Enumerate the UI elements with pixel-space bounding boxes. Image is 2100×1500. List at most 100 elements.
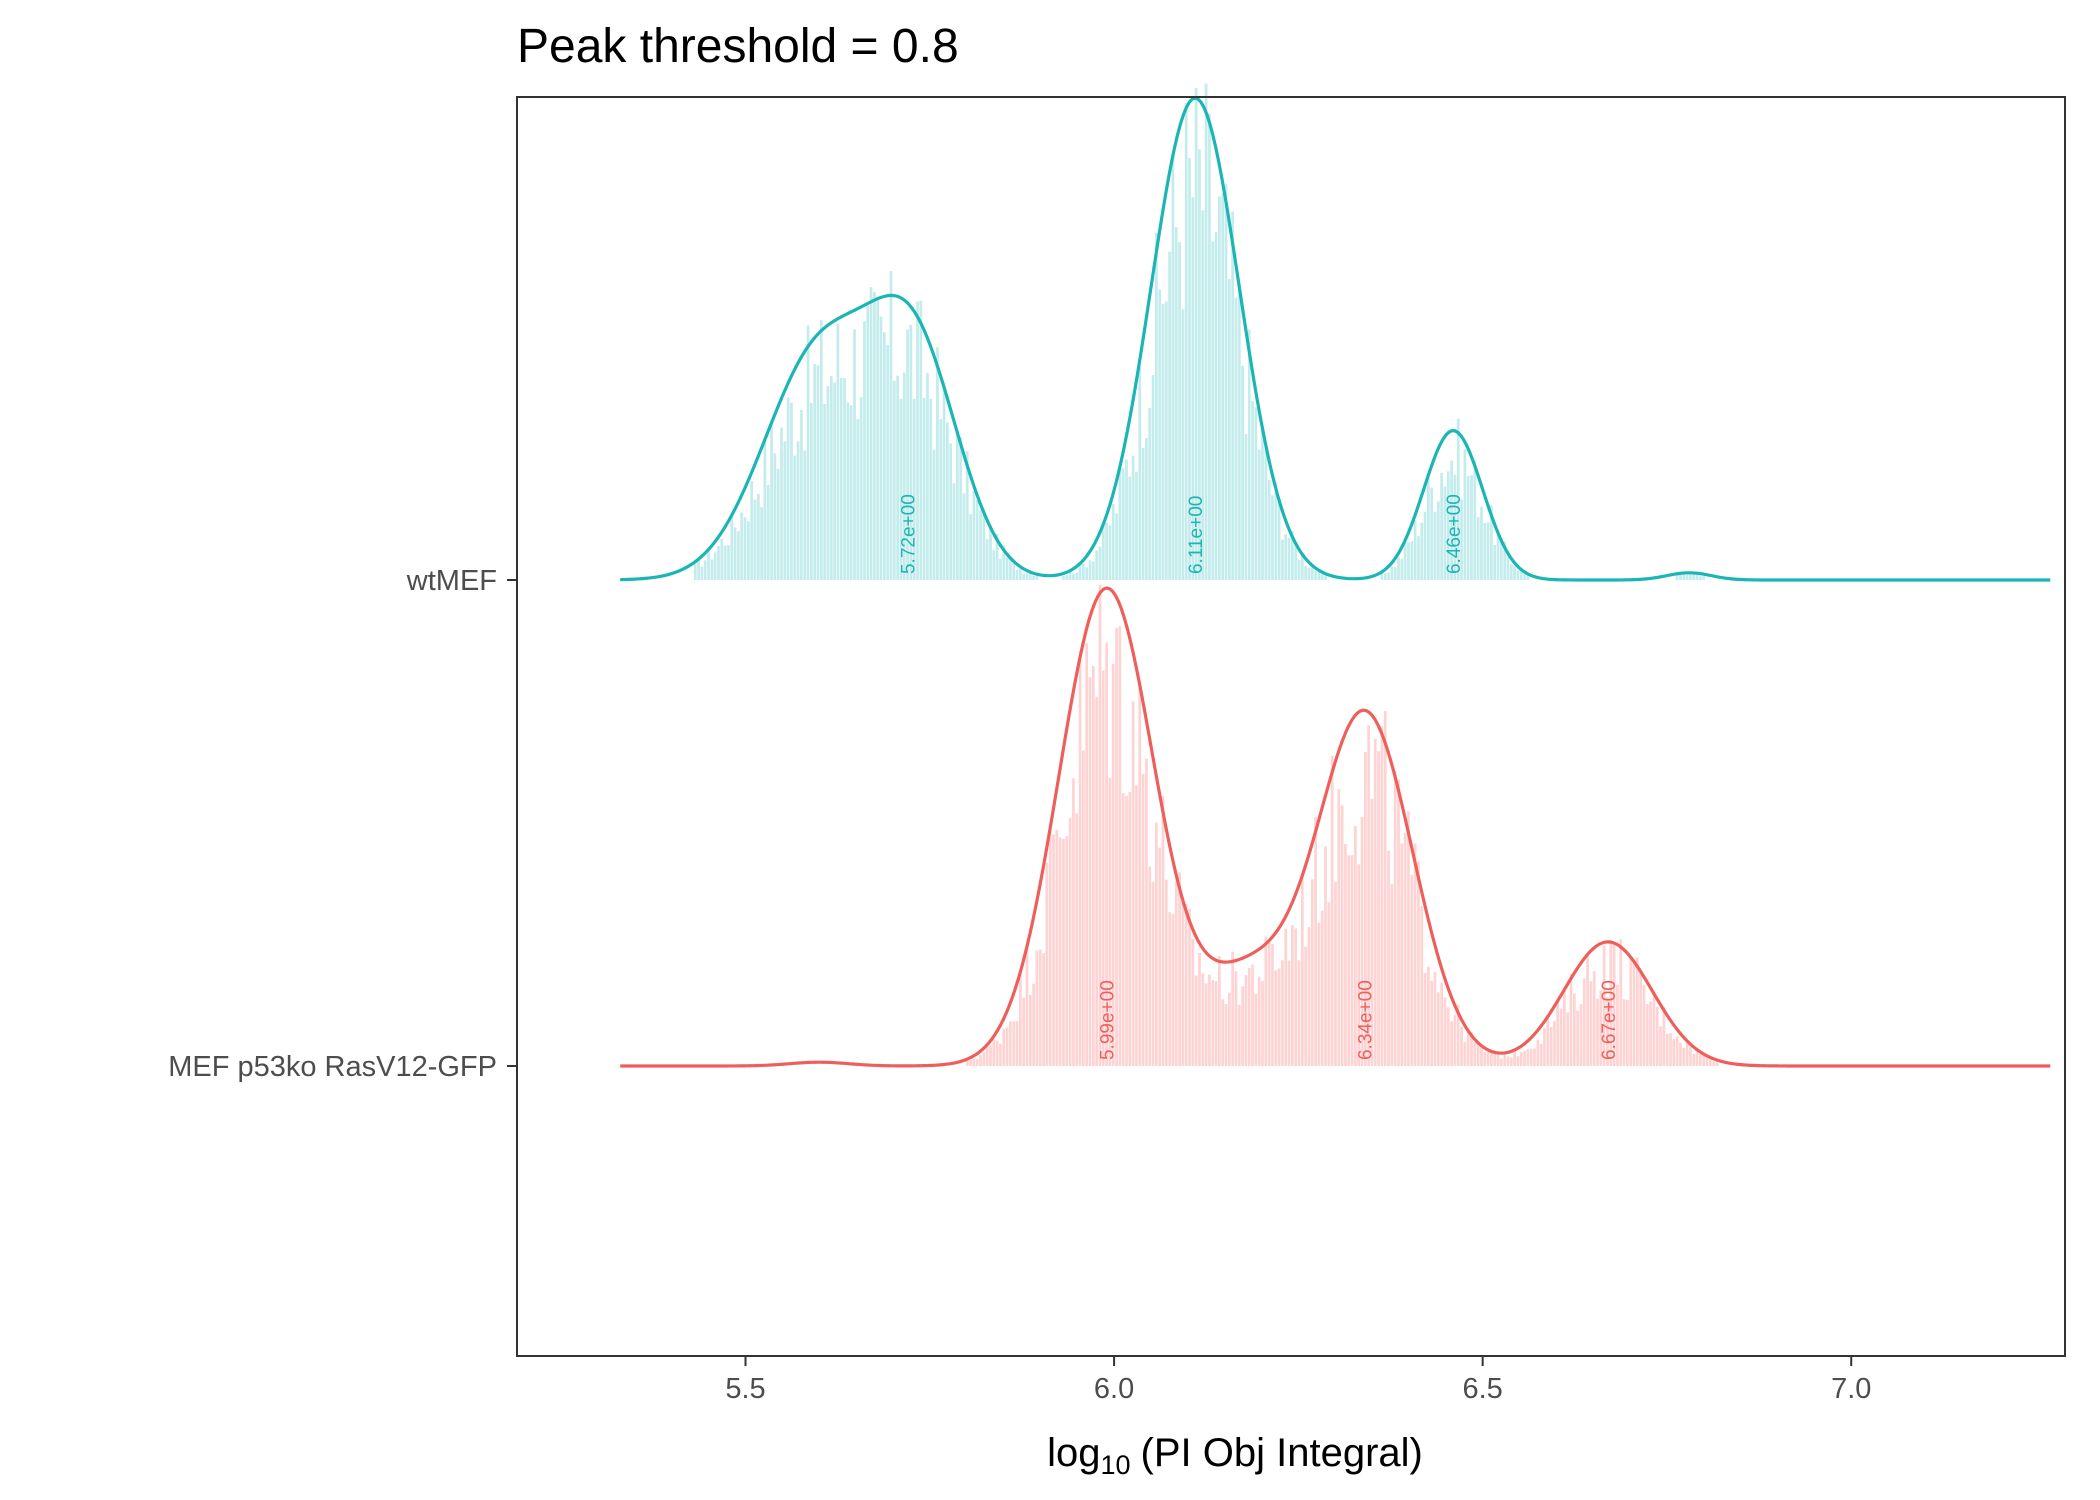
histogram-bar: [1072, 573, 1075, 580]
histogram-bar: [1463, 1041, 1467, 1066]
histogram-bar: [1237, 1004, 1241, 1066]
histogram-bar: [1354, 826, 1357, 1066]
histogram-bar: [803, 450, 807, 580]
histogram-bar: [873, 291, 876, 580]
histogram-bar: [1111, 503, 1115, 580]
histogram-bar: [1553, 1021, 1556, 1066]
histogram-bar: [1470, 1032, 1473, 1066]
histogram-bar: [1549, 1027, 1553, 1066]
histogram-bar: [1546, 1018, 1550, 1066]
histogram-bar: [1012, 560, 1016, 580]
histogram-bar: [1387, 572, 1390, 580]
histogram-bar: [1131, 701, 1135, 1066]
histogram-bar: [1277, 968, 1281, 1066]
histogram-bar: [1181, 901, 1185, 1066]
histogram-bar: [1241, 365, 1244, 580]
histogram-bar: [985, 539, 989, 580]
histogram-bar: [1012, 1021, 1016, 1066]
histogram-bar: [1294, 545, 1298, 580]
histogram-bar: [1380, 572, 1384, 580]
histogram-bar: [1496, 533, 1500, 580]
histogram-bar: [1596, 998, 1599, 1066]
histogram-bar: [816, 365, 820, 580]
histogram-bar: [936, 347, 939, 580]
histogram-bar: [1403, 833, 1407, 1066]
histogram-bar: [1622, 999, 1626, 1066]
histogram-bar: [1589, 981, 1593, 1066]
histogram-bar: [1158, 847, 1162, 1066]
histogram-bar: [1300, 555, 1304, 580]
histogram-bar: [1022, 573, 1026, 580]
histogram-bar: [985, 1046, 989, 1066]
histogram-bar: [1135, 785, 1138, 1066]
histogram-bar: [1645, 1004, 1649, 1066]
histogram-bar: [1705, 1055, 1709, 1066]
histogram-bar: [1330, 755, 1334, 1066]
histogram-bar: [846, 402, 850, 580]
histogram-bar: [1108, 777, 1112, 1066]
histogram-bar: [926, 372, 929, 580]
histogram-bar: [1264, 936, 1268, 1066]
histogram-bar: [1291, 925, 1294, 1066]
histogram-bar: [972, 490, 976, 580]
histogram-bar: [720, 539, 724, 580]
histogram-bar: [1244, 434, 1248, 580]
histogram-bar: [1188, 908, 1191, 1066]
histogram-bar: [1689, 572, 1692, 580]
histogram-bar: [756, 493, 760, 580]
histogram-bar: [1340, 805, 1344, 1066]
histogram-bar: [806, 325, 810, 580]
histogram-bar: [892, 380, 896, 580]
histogram-bar: [1095, 696, 1099, 1066]
peak-label: 6.11e+00: [1186, 496, 1207, 574]
histogram-bar: [1413, 520, 1417, 580]
histogram-bar: [1307, 926, 1311, 1066]
histogram-bar: [1148, 866, 1152, 1066]
histogram-bar: [1357, 864, 1361, 1066]
histogram-bar: [703, 560, 707, 580]
histogram-bar: [1423, 972, 1427, 1066]
histogram-bar: [1310, 879, 1314, 1066]
histogram-bar: [992, 1039, 996, 1066]
histogram-bar: [1536, 1039, 1540, 1066]
histogram-bar: [1214, 981, 1218, 1066]
histogram-bar: [1632, 959, 1636, 1066]
histogram-bar: [942, 382, 946, 580]
histogram-bar: [909, 324, 913, 580]
histogram-bar: [1427, 477, 1430, 580]
histogram-bar: [1078, 651, 1082, 1066]
plot-area: 5.72e+00 6.11e+00 6.46e+00 5.99e+00 6.34e+00…: [620, 83, 2051, 1068]
histogram-bar: [1456, 1004, 1460, 1066]
histogram-bar: [979, 1054, 982, 1066]
histogram-bar: [1483, 1051, 1487, 1066]
histogram-bar: [1091, 561, 1095, 580]
histogram-bar: [995, 533, 999, 580]
histogram-bar: [1247, 968, 1251, 1066]
histogram-bar: [1446, 1007, 1450, 1066]
histogram-bar: [1208, 974, 1211, 1066]
histogram-bar: [1085, 567, 1089, 580]
histogram-bar: [1101, 523, 1105, 580]
histogram-bar: [727, 545, 730, 580]
histogram-bar: [866, 305, 870, 580]
histogram-bar: [1639, 969, 1643, 1066]
histogram-bar: [1261, 431, 1264, 580]
histogram-bar: [1178, 242, 1181, 580]
histogram-bar: [1254, 407, 1258, 580]
x-axis-title: log10 (PI Obj Integral): [1047, 1431, 1423, 1480]
histogram-bar: [939, 419, 943, 580]
histogram-bar: [796, 441, 800, 580]
histogram-bar: [992, 550, 996, 580]
histogram-bar: [1208, 113, 1211, 580]
histogram-bar: [869, 287, 873, 580]
histogram-bar: [1198, 952, 1201, 1066]
histogram-bar: [1675, 574, 1679, 580]
histogram-bar: [932, 449, 936, 580]
histogram-bar: [1224, 184, 1228, 580]
histogram-bar: [1460, 1026, 1463, 1066]
histogram-bar: [1476, 517, 1480, 580]
histogram-bar: [1009, 1021, 1012, 1066]
histogram-bar: [1433, 971, 1437, 1066]
histogram-bar: [1380, 726, 1384, 1066]
